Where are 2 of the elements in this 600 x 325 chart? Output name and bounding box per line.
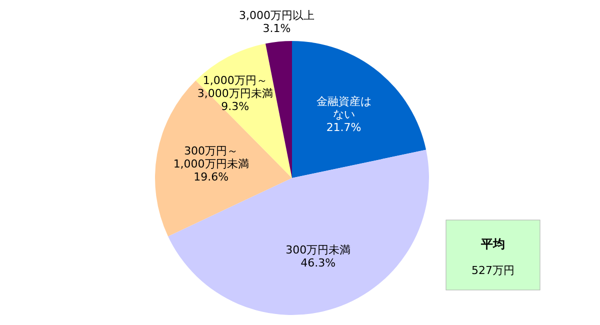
text: 527万円 — [472, 264, 514, 277]
text: 平均 — [480, 237, 505, 251]
